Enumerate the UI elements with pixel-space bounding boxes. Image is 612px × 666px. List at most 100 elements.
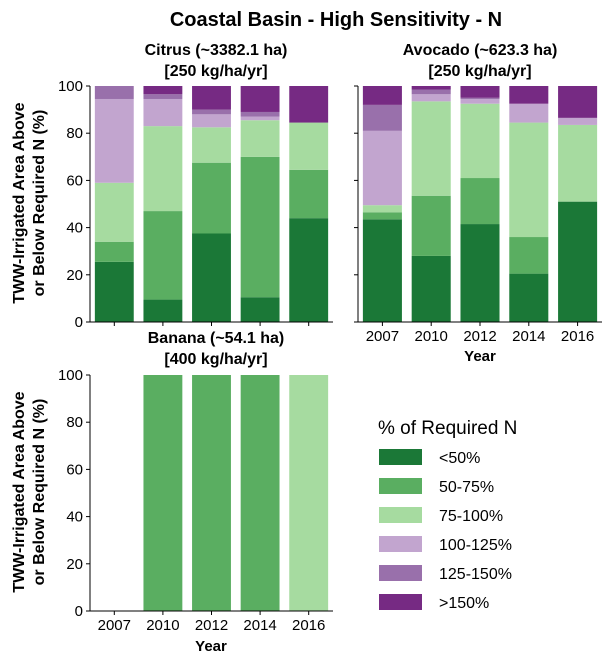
bar-2007-100-125 — [362, 130, 402, 206]
x-tick-label: 2014 — [243, 617, 276, 634]
x-tick-label: 2010 — [415, 328, 448, 345]
bar-2016-150 — [289, 86, 329, 123]
bar-2010-75-100 — [411, 101, 451, 196]
bar-2010-150 — [143, 86, 183, 95]
bar-2012-100-125 — [192, 114, 231, 128]
legend-swatch-125-150 — [379, 565, 422, 581]
bar-2012-50-75 — [192, 162, 231, 234]
bar-2012-150 — [460, 86, 500, 98]
x-tick-label: 2007 — [98, 617, 131, 634]
avocado-chart: 2007 2010 2012 2014 2016 — [354, 85, 602, 345]
ylabel-top-line1: TWW-Irrigated Area Above — [11, 102, 28, 303]
bar-2014-50 — [509, 273, 549, 322]
y-tick-label: 0 — [75, 603, 83, 620]
legend-label-50: <50% — [439, 450, 480, 467]
bar-2012-150 — [192, 86, 231, 110]
bar-2010-125-150 — [411, 89, 451, 95]
citrus-chart: 0 20 40 60 80 100 — [58, 78, 333, 331]
xlabel-banana: Year — [195, 638, 227, 655]
bar-2012-50 — [192, 233, 231, 322]
legend-label-75-100: 75-100% — [439, 508, 503, 525]
x-tick-label: 2012 — [463, 328, 496, 345]
bar-2016-150 — [558, 86, 598, 118]
banana-title-line1: Banana (~54.1 ha) — [148, 330, 285, 347]
bar-2010-50-75 — [143, 375, 183, 611]
bar-2010-100-125 — [143, 98, 183, 127]
avocado-title-line2: [250 kg/ha/yr] — [428, 63, 531, 80]
banana-title-line2: [400 kg/ha/yr] — [164, 351, 267, 368]
y-tick-label: 80 — [66, 125, 83, 142]
bar-2016-50-75 — [289, 169, 329, 219]
bar-2010-150 — [411, 86, 451, 90]
bar-2014-50 — [240, 297, 280, 322]
banana-chart: 0 20 40 60 80 100 2007 2010 2012 2014 2016 — [58, 367, 333, 634]
x-tick-label: 2016 — [292, 617, 325, 634]
bar-2007-50 — [362, 219, 402, 322]
bar-2012-50 — [460, 224, 500, 322]
y-tick-label: 100 — [58, 78, 83, 95]
citrus-title-line1: Citrus (~3382.1 ha) — [145, 42, 288, 59]
bar-2012-75-100 — [192, 127, 231, 163]
bar-2007-50-75 — [362, 212, 402, 220]
xlabel-avocado: Year — [464, 348, 496, 365]
bar-2014-100-125 — [240, 116, 280, 121]
bar-2014-50-75 — [509, 237, 549, 274]
y-tick-label: 60 — [66, 461, 83, 478]
bar-2012-50-75 — [460, 178, 500, 225]
bar-2014-50-75 — [240, 156, 280, 298]
bar-2007-50 — [94, 261, 134, 322]
bar-2007-150 — [362, 86, 402, 105]
y-tick-label: 80 — [66, 414, 83, 431]
bar-2007-125-150 — [362, 104, 402, 131]
bar-2007-75-100 — [94, 182, 134, 242]
bar-2014-75-100 — [509, 122, 549, 238]
y-tick-label: 40 — [66, 220, 83, 237]
legend-swatch-150 — [379, 594, 422, 610]
bar-2010-100-125 — [411, 94, 451, 102]
x-tick-label: 2007 — [366, 328, 399, 345]
citrus-title-line2: [250 kg/ha/yr] — [164, 63, 267, 80]
bar-2012-125-150 — [192, 109, 231, 115]
bar-2014-150 — [240, 86, 280, 112]
y-tick-label: 20 — [66, 556, 83, 573]
bar-2010-75-100 — [143, 126, 183, 212]
y-tick-label: 100 — [58, 367, 83, 384]
bar-2007-50-75 — [94, 241, 134, 262]
legend-label-125-150: 125-150% — [439, 566, 512, 583]
bar-2010-125-150 — [143, 94, 183, 99]
bar-2014-50-75 — [240, 375, 280, 611]
legend: % of Required N <50% 50-75% 75-100% 100-125… — [378, 418, 517, 612]
bar-2016-50 — [289, 218, 329, 322]
y-tick-label: 40 — [66, 509, 83, 526]
bar-2016-75-100 — [289, 122, 329, 170]
x-tick-label: 2012 — [195, 617, 228, 634]
figure-title: Coastal Basin - High Sensitivity - N — [170, 9, 502, 31]
avocado-title-line1: Avocado (~623.3 ha) — [403, 42, 558, 59]
y-tick-label: 60 — [66, 172, 83, 189]
bar-2016-50 — [558, 201, 598, 322]
legend-swatch-50 — [379, 449, 422, 465]
bar-2010-50 — [411, 255, 451, 322]
bar-2012-75-100 — [460, 103, 500, 179]
bar-2014-125-150 — [240, 111, 280, 117]
ylabel-bottom-line2: or Below Required N (%) — [31, 399, 48, 586]
bar-2010-50-75 — [143, 211, 183, 300]
bar-2016-100-125 — [558, 117, 598, 125]
bar-2012-100-125 — [460, 98, 500, 104]
bar-2007-100-125 — [94, 98, 134, 183]
legend-label-150: >150% — [439, 595, 489, 612]
legend-swatch-75-100 — [379, 507, 422, 523]
bar-2014-100-125 — [509, 103, 549, 123]
y-tick-label: 20 — [66, 267, 83, 284]
bar-2014-150 — [509, 86, 549, 104]
ylabel-bottom-line1: TWW-Irrigated Area Above — [11, 391, 28, 592]
legend-swatch-50-75 — [379, 478, 422, 494]
x-tick-label: 2010 — [146, 617, 179, 634]
bar-2010-50 — [143, 299, 183, 322]
y-tick-label: 0 — [75, 314, 83, 331]
bar-2016-75-100 — [289, 375, 329, 611]
bar-2007-125-150 — [94, 86, 134, 99]
legend-label-100-125: 100-125% — [439, 537, 512, 554]
ylabel-top-line2: or Below Required N (%) — [31, 110, 48, 297]
